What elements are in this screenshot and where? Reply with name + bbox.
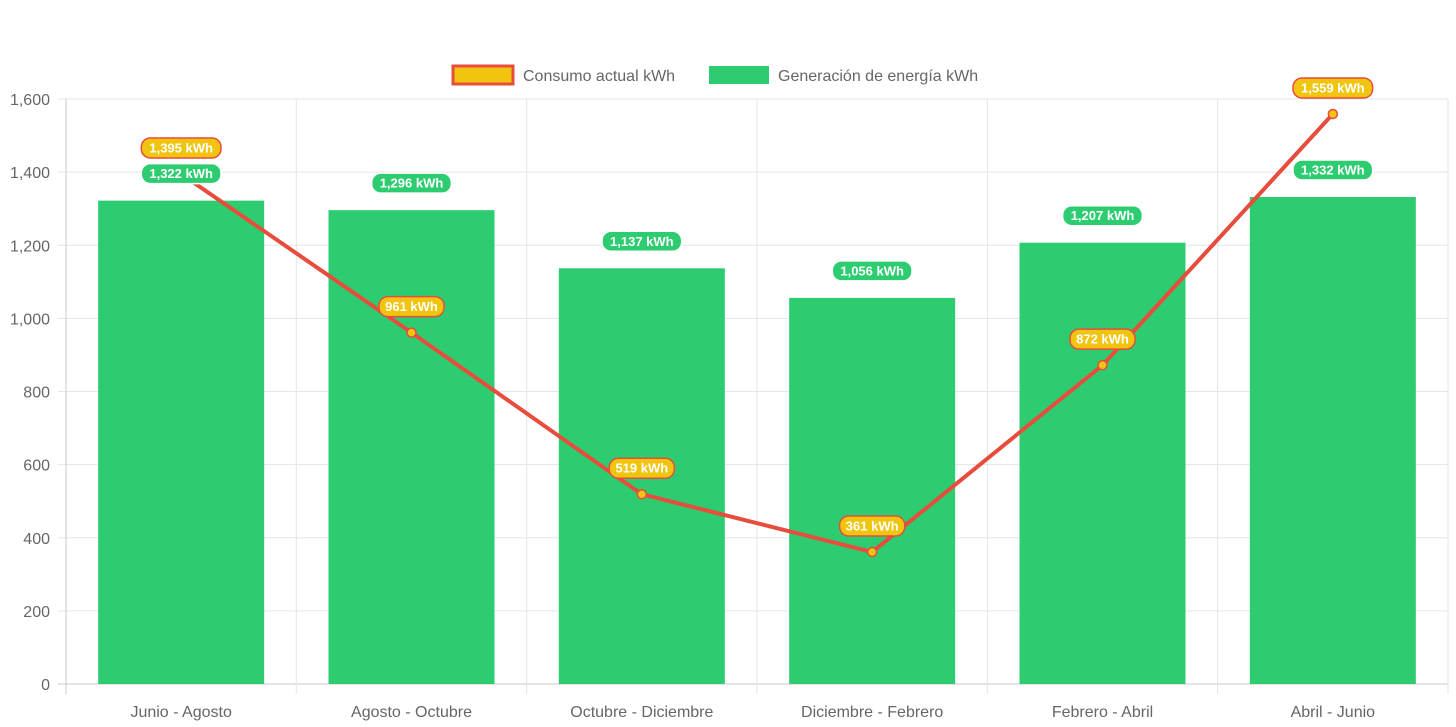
x-tick-label: Febrero - Abril — [1052, 704, 1153, 721]
legend-item-consumo[interactable]: Consumo actual kWh — [451, 64, 675, 86]
data-label-text: 1,207 kWh — [1071, 208, 1135, 223]
x-tick-label: Junio - Agosto — [130, 704, 232, 721]
line-point[interactable] — [406, 327, 417, 338]
data-label-box — [140, 137, 222, 159]
data-label-text: 1,559 kWh — [1301, 80, 1365, 95]
data-label: 961 kWh — [378, 295, 445, 318]
y-tick-label: 1,000 — [10, 311, 50, 328]
y-tick-label: 1,200 — [10, 238, 50, 255]
y-tick-label: 800 — [23, 385, 50, 402]
y-tick-label: 0 — [41, 677, 50, 694]
data-label-box — [608, 457, 676, 479]
data-label-box — [370, 172, 453, 194]
data-label-box — [1061, 204, 1144, 227]
data-label-box — [378, 295, 445, 318]
legend-label-generacion: Generación de energía kWh — [778, 68, 978, 85]
data-label-box — [601, 230, 683, 253]
bar-data-labels: 1,322 kWh 1,296 kWh 1,137 kWh 1,056 kWh 1,20… — [140, 159, 1374, 282]
data-label: 1,137 kWh — [601, 230, 683, 253]
data-label: 872 kWh — [1069, 328, 1136, 350]
x-axis: Junio - Agosto Agosto - Octubre Octubre - … — [130, 704, 1375, 721]
data-label: 1,395 kWh — [140, 137, 222, 159]
legend-item-generacion[interactable]: Generación de energía kWh — [709, 66, 978, 85]
data-label-box — [1069, 328, 1136, 350]
data-label: 361 kWh — [838, 515, 906, 537]
line-point[interactable] — [1327, 108, 1339, 120]
legend: Consumo actual kWh Generación de energía… — [451, 64, 978, 86]
y-tick-label: 600 — [23, 458, 50, 475]
data-label: 1,056 kWh — [831, 260, 913, 282]
line-point[interactable] — [1097, 359, 1108, 371]
x-tick-label: Diciembre - Febrero — [801, 704, 943, 721]
bar[interactable] — [1249, 196, 1416, 685]
data-label-text: 1,296 kWh — [380, 176, 444, 191]
y-tick-label: 200 — [23, 604, 50, 621]
data-label-text: 1,332 kWh — [1301, 162, 1365, 177]
data-label-text: 519 kWh — [615, 461, 668, 476]
data-label-text: 1,137 kWh — [610, 234, 674, 249]
bar[interactable] — [789, 297, 956, 684]
bar[interactable] — [1019, 242, 1186, 685]
data-label-text: 1,056 kWh — [840, 263, 904, 278]
bar-series — [98, 196, 1416, 685]
line-data-labels: 1,395 kWh 961 kWh 519 kWh 361 kWh 872 kWh 1,5… — [140, 77, 1374, 537]
data-label-box — [838, 515, 906, 537]
consumo-line — [180, 112, 1335, 555]
data-label-text: 1,322 kWh — [149, 166, 213, 181]
legend-label-consumo: Consumo actual kWh — [523, 68, 675, 85]
legend-swatch-consumo — [451, 64, 515, 86]
data-label: 1,332 kWh — [1292, 159, 1374, 181]
y-axis: 0 200 400 600 800 1,000 1,200 1,400 1,600 — [10, 92, 50, 694]
x-tick-label: Octubre - Diciembre — [570, 704, 713, 721]
line-point[interactable] — [866, 546, 878, 558]
data-label-box — [1292, 159, 1374, 181]
data-label-box — [140, 162, 222, 185]
y-tick-label: 400 — [23, 531, 50, 548]
y-tick-label: 1,400 — [10, 165, 50, 182]
y-tick-label: 1,600 — [10, 92, 50, 109]
grid — [58, 98, 1449, 694]
x-tick-label: Agosto - Octubre — [351, 704, 472, 721]
data-label: 519 kWh — [608, 457, 676, 479]
data-label: 1,322 kWh — [140, 162, 222, 185]
data-label: 1,296 kWh — [370, 172, 453, 194]
bar[interactable] — [98, 200, 265, 685]
bar[interactable] — [328, 210, 495, 684]
data-label: 1,207 kWh — [1061, 204, 1144, 227]
legend-swatch-generacion — [709, 66, 769, 84]
line-point[interactable] — [636, 488, 648, 500]
x-tick-label: Abril - Junio — [1291, 704, 1376, 721]
data-label-box — [831, 260, 913, 282]
data-label-text: 1,395 kWh — [149, 140, 213, 155]
data-label-text: 361 kWh — [846, 519, 899, 534]
data-label-text: 961 kWh — [385, 299, 438, 314]
data-label: 1,559 kWh — [1292, 77, 1374, 99]
data-label-box — [1292, 77, 1374, 99]
data-label-text: 872 kWh — [1076, 332, 1129, 347]
